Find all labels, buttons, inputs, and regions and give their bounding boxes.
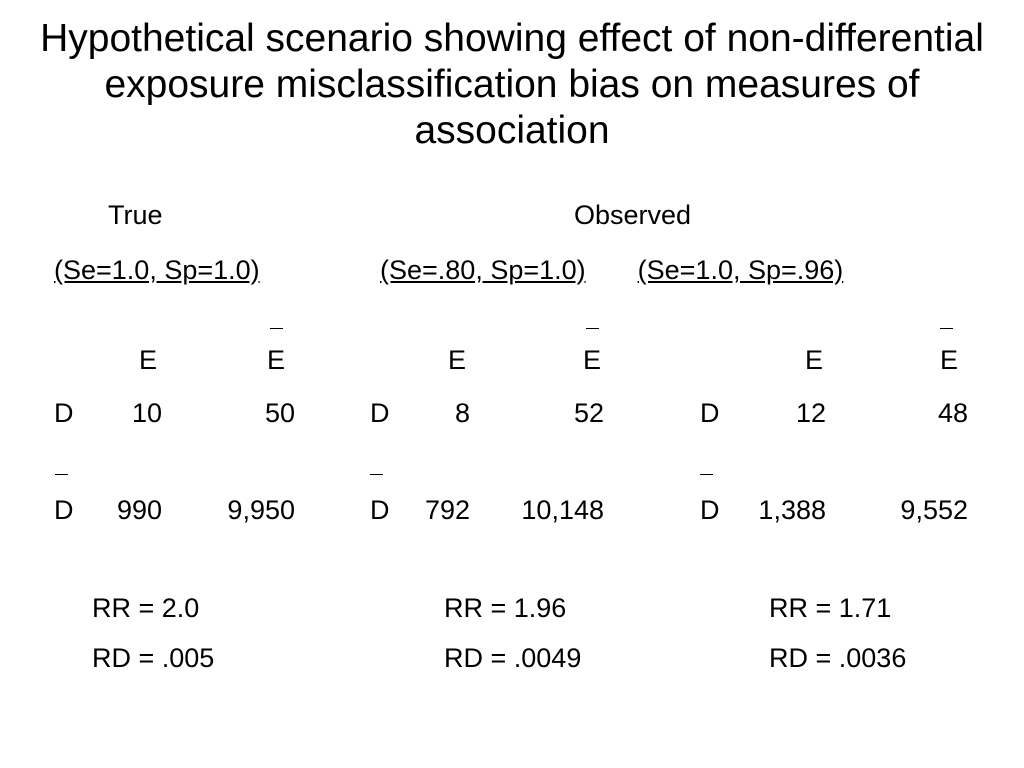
col-exposed: E	[139, 345, 158, 375]
col-exposed: E	[448, 345, 467, 375]
risk-ratio: RR = 1.71	[769, 593, 892, 623]
row-not-disease: D	[54, 495, 74, 525]
col-not-exposed: E	[940, 345, 959, 375]
not-exposed-overbar	[940, 328, 953, 329]
not-disease-overbar	[700, 474, 713, 475]
panel-heading-obs-2: (Se=1.0, Sp=.96)	[637, 255, 844, 285]
not-disease-overbar	[370, 474, 383, 475]
panel-heading-obs-1: (Se=.80, Sp=1.0)	[380, 255, 586, 285]
cell-not-d-e: 990	[116, 495, 162, 525]
cell-not-d-e: 1,388	[758, 495, 826, 525]
col-not-exposed: E	[583, 345, 602, 375]
risk-difference: RD = .0036	[769, 643, 907, 673]
not-exposed-overbar	[586, 328, 599, 329]
cell-d-not-e: 48	[937, 398, 968, 428]
col-not-exposed: E	[267, 345, 286, 375]
not-disease-overbar	[55, 474, 68, 475]
panel-heading-true: (Se=1.0, Sp=1.0)	[54, 255, 260, 285]
risk-difference: RD = .005	[92, 643, 215, 673]
row-not-disease: D	[370, 495, 390, 525]
cell-not-d-not-e: 10,148	[521, 495, 604, 525]
cell-d-e: 10	[131, 398, 162, 428]
risk-ratio: RR = 1.96	[444, 593, 567, 623]
cell-d-e: 8	[454, 398, 470, 428]
observed-label: Observed	[574, 200, 692, 230]
cell-not-d-not-e: 9,950	[227, 495, 295, 525]
row-disease: D	[700, 398, 720, 428]
row-disease: D	[54, 398, 74, 428]
risk-ratio: RR = 2.0	[92, 593, 200, 623]
cell-not-d-not-e: 9,552	[900, 495, 968, 525]
row-disease: D	[370, 398, 390, 428]
not-exposed-overbar	[270, 328, 283, 329]
true-label: True	[108, 200, 163, 230]
row-not-disease: D	[700, 495, 720, 525]
cell-d-e: 12	[795, 398, 826, 428]
col-exposed: E	[805, 345, 824, 375]
risk-difference: RD = .0049	[444, 643, 582, 673]
slide-title: Hypothetical scenario showing effect of …	[40, 17, 984, 152]
cell-d-not-e: 50	[264, 398, 295, 428]
panel-heading-observed-underline: (Se=.80, Sp=1.0) (Se=1.0, Sp=.96)	[380, 255, 946, 285]
cell-d-not-e: 52	[573, 398, 604, 428]
cell-not-d-e: 792	[424, 495, 470, 525]
